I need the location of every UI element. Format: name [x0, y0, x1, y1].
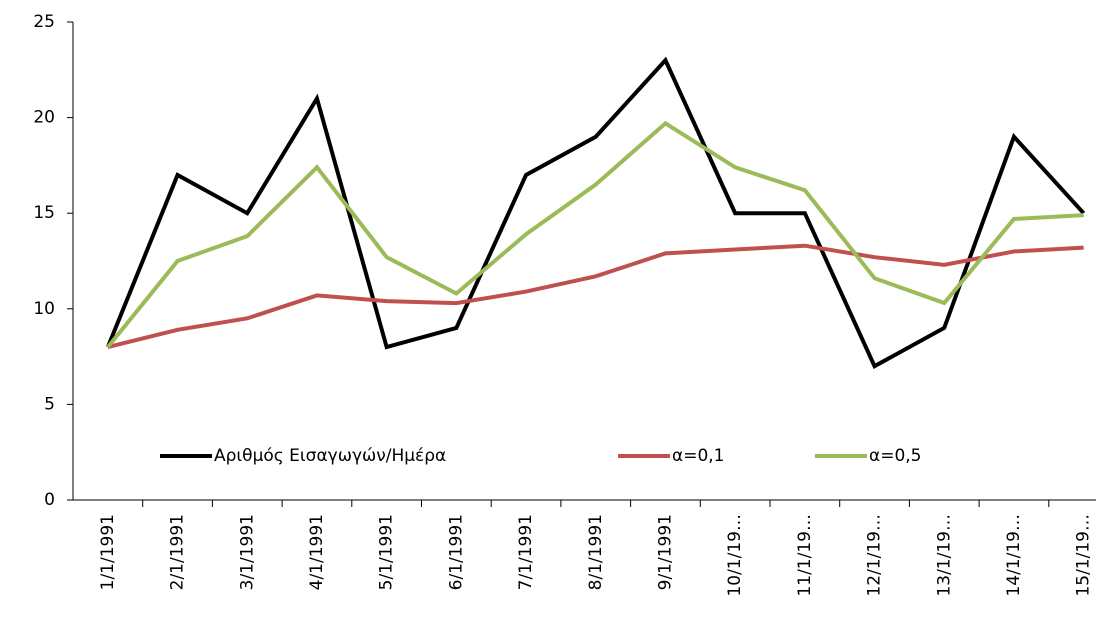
x-tick-label: 12/1/19…: [865, 514, 885, 597]
legend-label: Αριθμός Εισαγωγών/Ημέρα: [214, 446, 446, 466]
series-line: [107, 243, 1084, 349]
x-tick-label: 6/1/1991: [446, 514, 466, 590]
x-tick-label: 13/1/19…: [934, 514, 954, 597]
y-tick-label: 25: [33, 12, 55, 32]
x-tick-label: 9/1/1991: [655, 514, 675, 590]
x-tick-label: 4/1/1991: [307, 514, 327, 590]
y-tick-label: 20: [33, 108, 55, 128]
x-tick-label: 2/1/1991: [168, 514, 188, 590]
y-tick-label: 15: [33, 203, 55, 223]
y-tick-label: 0: [44, 490, 55, 510]
legend-label: α=0,1: [672, 446, 725, 466]
x-tick-label: 1/1/1991: [98, 514, 118, 590]
legend-label: α=0,5: [869, 446, 922, 466]
y-tick-label: 10: [33, 299, 55, 319]
x-tick-label: 5/1/1991: [377, 514, 397, 590]
x-tick-label: 3/1/1991: [237, 514, 257, 590]
series-line: [106, 120, 1084, 349]
x-tick-label: 7/1/1991: [516, 514, 536, 590]
y-tick-label: 5: [44, 394, 55, 414]
series-line: [105, 56, 1086, 369]
x-tick-label: 11/1/19…: [795, 514, 815, 597]
x-tick-label: 15/1/19…: [1074, 514, 1094, 597]
x-tick-label: 10/1/19…: [725, 514, 745, 597]
x-tick-label: 8/1/1991: [586, 514, 606, 590]
x-tick-label: 14/1/19…: [1004, 514, 1024, 597]
